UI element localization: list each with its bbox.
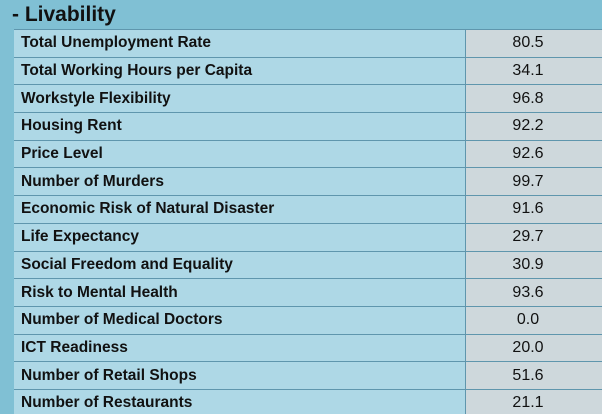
- metric-value: 29.7: [465, 222, 602, 252]
- table-row: Housing Rent 92.2: [14, 112, 602, 141]
- table-row: Life Expectancy 29.7: [14, 222, 602, 252]
- metric-value: 91.6: [465, 195, 602, 224]
- metric-label: Price Level: [14, 139, 466, 169]
- table-row: Number of Medical Doctors 0.0: [14, 305, 602, 335]
- metric-label: Life Expectancy: [14, 222, 466, 252]
- table-row: Number of Restaurants 21.1: [14, 388, 602, 414]
- metric-value: 21.1: [465, 388, 602, 414]
- section-header[interactable]: - Livability: [0, 0, 602, 29]
- table-row: Total Working Hours per Capita 34.1: [14, 56, 602, 86]
- metric-label: Total Unemployment Rate: [14, 29, 466, 58]
- metric-label: Economic Risk of Natural Disaster: [14, 195, 466, 224]
- table-row: Total Unemployment Rate 80.5: [14, 29, 602, 58]
- metric-value: 80.5: [465, 29, 602, 58]
- metric-label: Number of Restaurants: [14, 388, 466, 414]
- table-row: Price Level 92.6: [14, 139, 602, 169]
- metric-label: Number of Murders: [14, 167, 466, 197]
- metric-label: Total Working Hours per Capita: [14, 56, 466, 86]
- metric-value: 20.0: [465, 333, 602, 363]
- table-row: Social Freedom and Equality 30.9: [14, 250, 602, 280]
- metric-label: Housing Rent: [14, 112, 466, 141]
- metric-value: 51.6: [465, 361, 602, 390]
- metric-value: 92.6: [465, 139, 602, 169]
- metric-value: 30.9: [465, 250, 602, 280]
- metric-label: Social Freedom and Equality: [14, 250, 466, 280]
- metric-value: 0.0: [465, 305, 602, 335]
- table-row: Economic Risk of Natural Disaster 91.6: [14, 195, 602, 224]
- metric-label: ICT Readiness: [14, 333, 466, 363]
- metric-label: Number of Medical Doctors: [14, 305, 466, 335]
- table-row: Workstyle Flexibility 96.8: [14, 84, 602, 114]
- table-row: Risk to Mental Health 93.6: [14, 278, 602, 307]
- table-row: Number of Retail Shops 51.6: [14, 361, 602, 390]
- metric-value: 92.2: [465, 112, 602, 141]
- metric-value: 34.1: [465, 56, 602, 86]
- metric-label: Risk to Mental Health: [14, 278, 466, 307]
- metric-label: Workstyle Flexibility: [14, 84, 466, 114]
- table-row: ICT Readiness 20.0: [14, 333, 602, 363]
- livability-metrics-table: Total Unemployment Rate 80.5 Total Worki…: [14, 29, 602, 414]
- metric-value: 96.8: [465, 84, 602, 114]
- table-row: Number of Murders 99.7: [14, 167, 602, 197]
- section-title[interactable]: - Livability: [12, 3, 116, 26]
- metric-value: 93.6: [465, 278, 602, 307]
- metric-value: 99.7: [465, 167, 602, 197]
- metric-label: Number of Retail Shops: [14, 361, 466, 390]
